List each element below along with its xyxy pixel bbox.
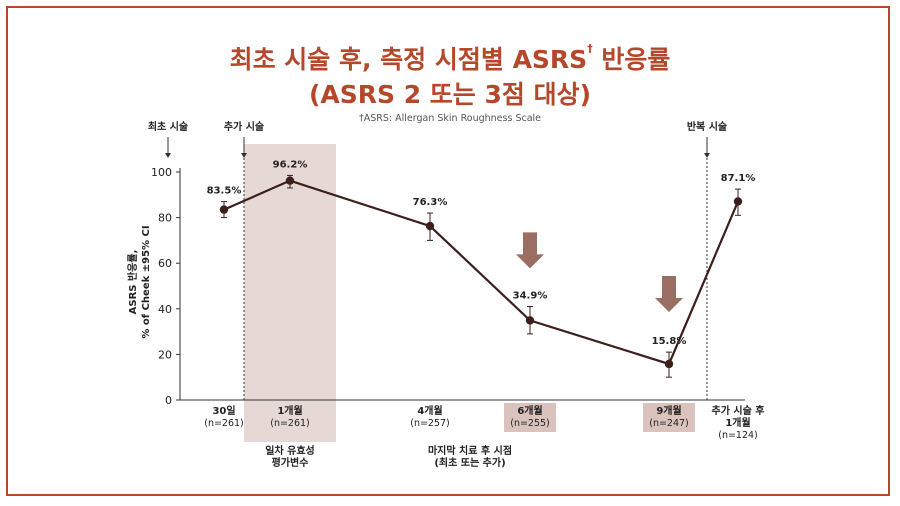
- initial-treatment-arrowhead: [165, 153, 171, 158]
- x-tick-label: 4개월: [417, 404, 442, 417]
- y-tick-label: 20: [158, 348, 172, 361]
- x-tick-label: 1개월: [725, 416, 750, 429]
- repeat-treatment-label: 반복 시술: [687, 120, 727, 133]
- x-tick-n-label: (n=261): [270, 418, 310, 429]
- value-labels: 83.5% 96.2% 76.3% 34.9% 15.8% 87.1%: [207, 159, 756, 347]
- y-ticks: 0 20 40 60 80 100: [151, 166, 180, 407]
- data-point: [664, 359, 674, 369]
- touchup-treatment-arrowhead: [241, 153, 247, 158]
- chart-title-line1: 최초 시술 후, 측정 시점별 ASRS† 반응률: [0, 40, 900, 76]
- decline-arrow-icon: [516, 232, 544, 269]
- x-tick-label: 9개월: [656, 404, 681, 417]
- data-point: [525, 316, 535, 325]
- title-end-text: 반응률: [601, 45, 671, 74]
- y-tick-label: 60: [158, 257, 172, 270]
- footnote: †ASRS: Allergan Skin Roughness Scale: [0, 113, 900, 124]
- last-treatment-note-line2: (최초 또는 추가): [434, 456, 505, 469]
- value-label: 87.1%: [721, 173, 756, 184]
- data-point: [425, 221, 435, 231]
- last-treatment-note-line1: 마지막 치료 후 시점: [428, 444, 512, 457]
- value-label: 83.5%: [207, 186, 242, 197]
- decline-arrow-icon: [655, 275, 683, 312]
- touchup-treatment-label: 추가 시술: [224, 120, 264, 133]
- y-axis-label-line2: % of Cheek ±95% CI: [141, 225, 152, 338]
- x-tick-labels: 30일(n=261)1개월(n=261)4개월(n=257)6개월(n=255)…: [204, 404, 764, 441]
- footnote-mark: †: [359, 113, 364, 124]
- x-tick-n-label: (n=124): [718, 430, 758, 441]
- value-label: 34.9%: [513, 291, 548, 302]
- data-points: [219, 176, 743, 369]
- value-label: 96.2%: [273, 159, 308, 170]
- initial-treatment-label: 최초 시술: [148, 120, 188, 133]
- primary-endpoint-note-line2: 평가변수: [272, 456, 309, 469]
- value-label: 76.3%: [413, 197, 448, 208]
- x-tick-n-label: (n=247): [649, 418, 689, 429]
- y-axis-label-line1: ASRS 반응률,: [126, 250, 139, 315]
- highlight-box: [504, 403, 556, 432]
- value-label: 15.8%: [652, 336, 687, 347]
- x-tick-label: 1개월: [277, 404, 302, 417]
- title-dagger: †: [587, 42, 593, 55]
- y-tick-label: 100: [151, 166, 172, 179]
- repeat-treatment-arrowhead: [704, 153, 710, 158]
- x-tick-n-label: (n=261): [204, 418, 244, 429]
- y-tick-label: 0: [165, 394, 172, 407]
- slide-frame: [6, 6, 890, 496]
- decline-arrows: [516, 232, 683, 312]
- primary-endpoint-band: [244, 144, 336, 442]
- chart-title-line2: (ASRS 2 또는 3점 대상): [308, 80, 592, 109]
- y-tick-label: 40: [158, 303, 172, 316]
- x-tick-label: 추가 시술 후: [712, 404, 765, 417]
- x-tick-n-label: (n=255): [510, 418, 550, 429]
- series-line: [223, 179, 740, 366]
- x-tick-label: 30일: [212, 404, 235, 417]
- highlight-box: [643, 403, 695, 432]
- y-tick-label: 80: [158, 212, 172, 225]
- primary-endpoint-note-line1: 일차 유효성: [265, 444, 314, 457]
- footnote-text: ASRS: Allergan Skin Roughness Scale: [363, 113, 541, 124]
- data-point: [285, 176, 295, 185]
- title-main-text: 최초 시술 후, 측정 시점별 ASRS: [229, 45, 588, 74]
- data-point: [219, 205, 229, 214]
- data-point: [733, 197, 743, 206]
- x-tick-n-label: (n=257): [410, 418, 450, 429]
- highlight-boxes: [504, 403, 695, 432]
- x-tick-label: 6개월: [517, 404, 542, 417]
